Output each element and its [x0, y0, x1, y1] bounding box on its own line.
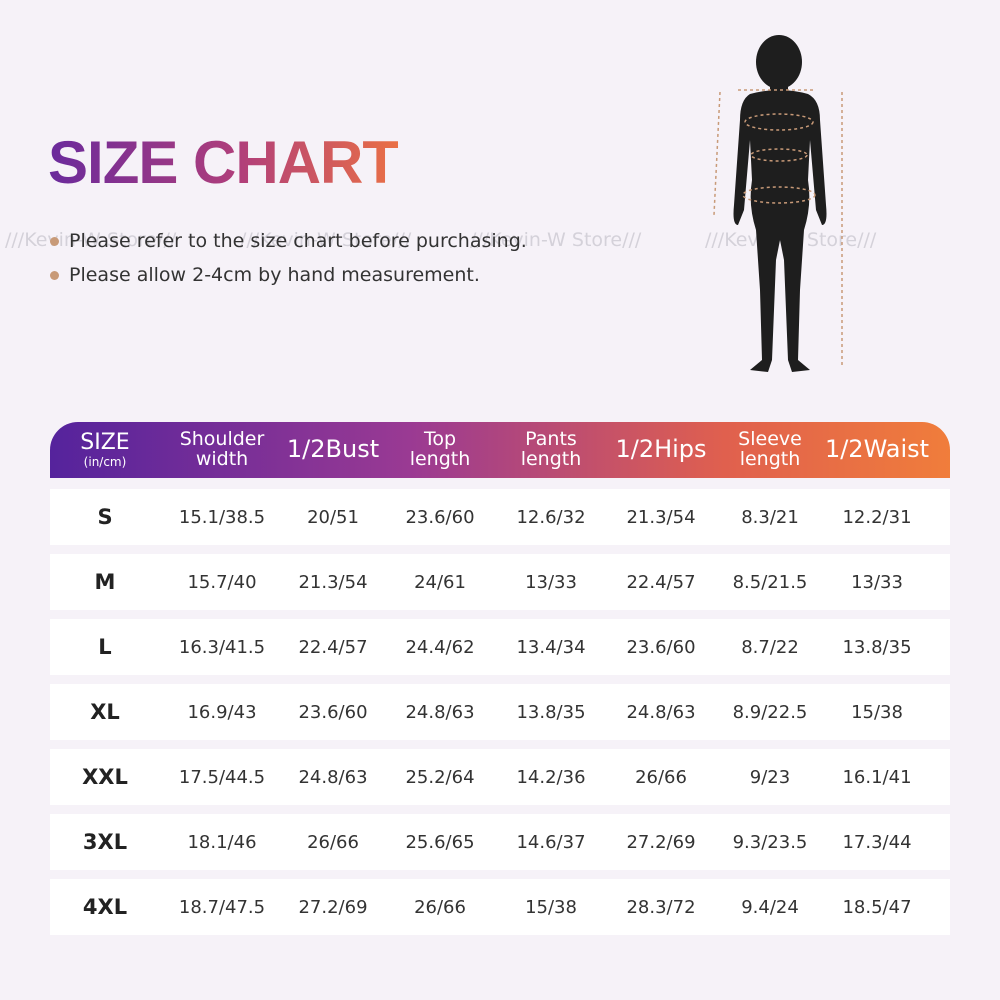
size-cell: M — [94, 570, 116, 594]
header-cell: SIZE (in/cm) — [51, 422, 159, 478]
title: SIZE CHART — [48, 129, 399, 196]
table-cell: 9.4/24 — [741, 896, 799, 918]
header-cell: Shoulder width — [179, 428, 265, 470]
table-cell: 26/66 — [307, 831, 359, 853]
table-cell: 26/66 — [414, 896, 466, 918]
header-cell: Pants length — [520, 428, 582, 470]
table-cell: 12.6/32 — [516, 506, 586, 528]
table-cell: 24/61 — [414, 571, 466, 593]
size-cell: XL — [90, 700, 120, 724]
table-cell: 21.3/54 — [298, 571, 368, 593]
table-cell: 22.4/57 — [298, 636, 368, 658]
table-row — [50, 619, 950, 675]
table-row — [50, 814, 950, 870]
table-cell: 18.5/47 — [842, 896, 912, 918]
size-cell: 4XL — [82, 895, 128, 919]
table-header — [50, 422, 950, 478]
note: Please refer to the size chart before pu… — [50, 230, 527, 252]
table-cell: 9.3/23.5 — [732, 831, 808, 853]
header-cell: 1/2Waist — [824, 435, 930, 464]
header-cell: Top length — [409, 428, 471, 470]
table-cell: 13/33 — [525, 571, 577, 593]
size-cell: XXL — [82, 765, 128, 789]
table-cell: 14.6/37 — [516, 831, 586, 853]
table-cell: 27.2/69 — [626, 831, 696, 853]
table-row — [50, 749, 950, 805]
note: Please allow 2-4cm by hand measurement. — [50, 264, 480, 286]
table-cell: 25.2/64 — [405, 766, 475, 788]
table-row — [50, 684, 950, 740]
table-cell: 8.9/22.5 — [732, 701, 808, 723]
size-cell: S — [97, 505, 113, 529]
table-cell: 23.6/60 — [405, 506, 475, 528]
table-cell: 14.2/36 — [516, 766, 586, 788]
table-cell: 15/38 — [525, 896, 577, 918]
table-row — [50, 489, 950, 545]
table-row — [50, 554, 950, 610]
table-cell: 13.4/34 — [516, 636, 586, 658]
table-cell: 13.8/35 — [516, 701, 586, 723]
table-cell: 9/23 — [749, 766, 791, 788]
table-cell: 22.4/57 — [626, 571, 696, 593]
table-cell: 15.1/38.5 — [178, 506, 266, 528]
table-cell: 16.1/41 — [842, 766, 912, 788]
table-cell: 24.4/62 — [405, 636, 475, 658]
header-cell: Sleeve length — [738, 428, 802, 470]
table-cell: 18.7/47.5 — [178, 896, 266, 918]
table-row — [50, 879, 950, 935]
header-size: SIZE — [80, 430, 130, 455]
body-figure — [713, 35, 843, 372]
header-unit: (in/cm) — [83, 455, 127, 469]
table-cell: 20/51 — [307, 506, 359, 528]
table-cell: 15.7/40 — [187, 571, 257, 593]
table-cell: 15/38 — [851, 701, 903, 723]
table-cell: 8.3/21 — [741, 506, 799, 528]
table-cell: 24.8/63 — [626, 701, 696, 723]
table-cell: 18.1/46 — [187, 831, 257, 853]
header-cell: 1/2Bust — [286, 435, 380, 464]
table-cell: 24.8/63 — [298, 766, 368, 788]
table-cell: 28.3/72 — [626, 896, 696, 918]
table-cell: 12.2/31 — [842, 506, 912, 528]
table-cell: 8.5/21.5 — [732, 571, 808, 593]
table-cell: 23.6/60 — [626, 636, 696, 658]
table-cell: 17.5/44.5 — [178, 766, 266, 788]
table-cell: 13.8/35 — [842, 636, 912, 658]
table-cell: 25.6/65 — [405, 831, 475, 853]
table-cell: 8.7/22 — [741, 636, 799, 658]
table-cell: 16.9/43 — [187, 701, 257, 723]
table-cell: 23.6/60 — [298, 701, 368, 723]
size-cell: L — [98, 635, 112, 659]
table-cell: 24.8/63 — [405, 701, 475, 723]
table-cell: 21.3/54 — [626, 506, 696, 528]
table-cell: 13/33 — [851, 571, 903, 593]
size-cell: 3XL — [82, 830, 128, 854]
table-cell: 27.2/69 — [298, 896, 368, 918]
table-cell: 17.3/44 — [842, 831, 912, 853]
table-cell: 26/66 — [635, 766, 687, 788]
header-cell: 1/2Hips — [615, 435, 707, 464]
table-cell: 16.3/41.5 — [178, 636, 266, 658]
